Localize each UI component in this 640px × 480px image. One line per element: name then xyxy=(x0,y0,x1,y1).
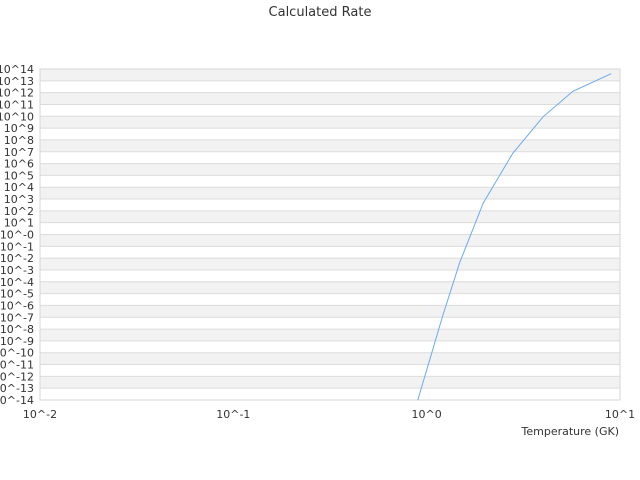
y-tick-label: 10^-8 xyxy=(0,323,34,336)
y-tick-label: 10^12 xyxy=(0,87,34,100)
y-tick-label: 10^10 xyxy=(0,110,34,123)
grid-band xyxy=(40,222,620,235)
y-tick-label: 10^-9 xyxy=(0,335,34,348)
grid-band xyxy=(40,139,620,152)
y-tick-label: 10^14 xyxy=(0,63,34,76)
y-tick-label: 10^-14 xyxy=(0,394,34,407)
grid-band xyxy=(40,92,620,105)
y-tick-label: 10^-6 xyxy=(0,299,34,312)
y-tick-label: 10^-1 xyxy=(0,240,34,253)
y-tick-label: 10^9 xyxy=(4,122,34,135)
grid-band xyxy=(40,128,620,140)
plot-frame xyxy=(39,68,621,401)
grid-band xyxy=(40,199,620,211)
grid-band xyxy=(40,234,620,247)
y-tick-label: 10^2 xyxy=(4,205,34,218)
grid-band xyxy=(40,269,620,282)
grid-band xyxy=(40,352,620,365)
grid-band xyxy=(40,376,620,389)
grid-band xyxy=(40,258,620,270)
rate-line xyxy=(417,73,612,401)
y-tick-label: 10^-5 xyxy=(0,288,34,301)
y-tick-label: 10^-10 xyxy=(0,347,34,360)
grid-band xyxy=(40,175,620,188)
y-tick-label: 10^5 xyxy=(4,169,34,182)
grid-band xyxy=(40,151,620,164)
y-tick-label: 10^4 xyxy=(4,181,34,194)
y-tick-label: 10^11 xyxy=(0,98,34,111)
y-tick-label: 10^-0 xyxy=(0,229,34,242)
y-tick-label: 10^8 xyxy=(4,134,34,147)
y-tick-label: 10^1 xyxy=(4,217,34,230)
grid-band xyxy=(40,163,620,176)
y-tick-label: 10^-12 xyxy=(0,370,34,383)
grid-band xyxy=(40,388,620,400)
y-tick-label: 10^-2 xyxy=(0,252,34,265)
grid-band xyxy=(40,293,620,306)
grid-band xyxy=(40,104,620,117)
grid-band xyxy=(40,80,620,93)
x-axis-label: Temperature (GK) xyxy=(521,425,620,438)
y-tick-label: 10^-3 xyxy=(0,264,34,277)
grid-band xyxy=(40,329,620,341)
y-tick-label: 10^7 xyxy=(4,146,34,159)
grid-band xyxy=(40,116,620,129)
y-tick-label: 10^-4 xyxy=(0,276,34,289)
y-tick-label: 10^-13 xyxy=(0,382,34,395)
grid-band xyxy=(40,281,620,294)
grid-band xyxy=(40,246,620,259)
x-tick-label: 10^1 xyxy=(605,408,635,421)
y-tick-label: 10^3 xyxy=(4,193,34,206)
x-tick-label: 10^0 xyxy=(412,408,442,421)
grid-band xyxy=(40,364,620,377)
y-tick-label: 10^-11 xyxy=(0,359,34,372)
y-tick-label: 10^-7 xyxy=(0,311,34,324)
chart-title: Calculated Rate xyxy=(269,5,372,20)
grid-band xyxy=(40,305,620,318)
grid-band xyxy=(40,187,620,200)
y-tick-label: 10^13 xyxy=(0,75,34,88)
grid-band xyxy=(40,210,620,223)
grid-band xyxy=(40,340,620,353)
grid-band xyxy=(40,317,620,330)
grid-band xyxy=(40,69,620,81)
x-tick-label: 10^-1 xyxy=(216,408,250,421)
y-tick-label: 10^6 xyxy=(4,158,34,171)
x-tick-label: 10^-2 xyxy=(23,408,57,421)
